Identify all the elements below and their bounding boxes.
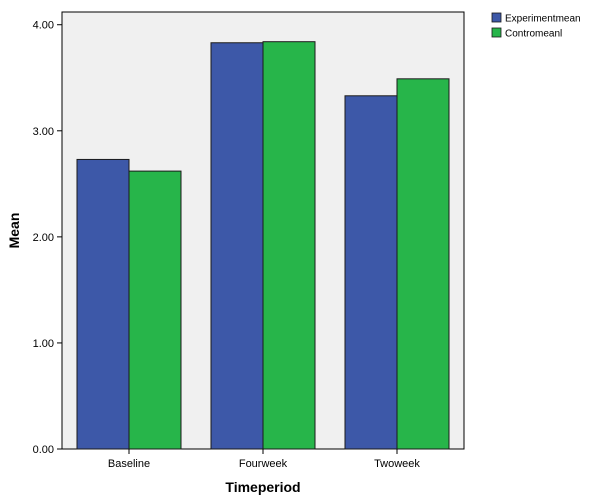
axes-layer: 0.00 1.00 2.00 3.00 4.00 Baseline Fourweek Twow… [33,20,421,470]
bars-layer [76,41,450,450]
legend-label: Experimentmean [505,14,581,25]
legend-label: Contromeanl [505,29,562,40]
bar-experimentmean-baseline [76,158,130,450]
x-tick-label: Twoweek [374,458,420,470]
x-tick-label: Baseline [108,458,150,470]
y-axis-title: Mean [6,213,22,249]
bar-contromeanl-baseline [128,170,182,450]
bar-contromeanl-twoweek [396,78,450,450]
y-tick-label: 1.00 [33,338,54,350]
y-tick-label: 2.00 [33,232,54,244]
y-tick-label: 0.00 [33,444,54,456]
y-tick-label: 3.00 [33,126,54,138]
x-axis-title: Timeperiod [225,479,300,495]
bar-contromeanl-fourweek [262,41,316,450]
bar-experimentmean-fourweek [210,42,264,450]
x-tick-label: Fourweek [239,458,288,470]
y-tick-label: 4.00 [33,20,54,32]
legend: Experimentmean Contromeanl [491,12,581,40]
bar-experimentmean-twoweek [344,95,398,450]
legend-swatch-experimentmean [491,12,502,23]
legend-swatch-contromeanl [491,27,502,38]
